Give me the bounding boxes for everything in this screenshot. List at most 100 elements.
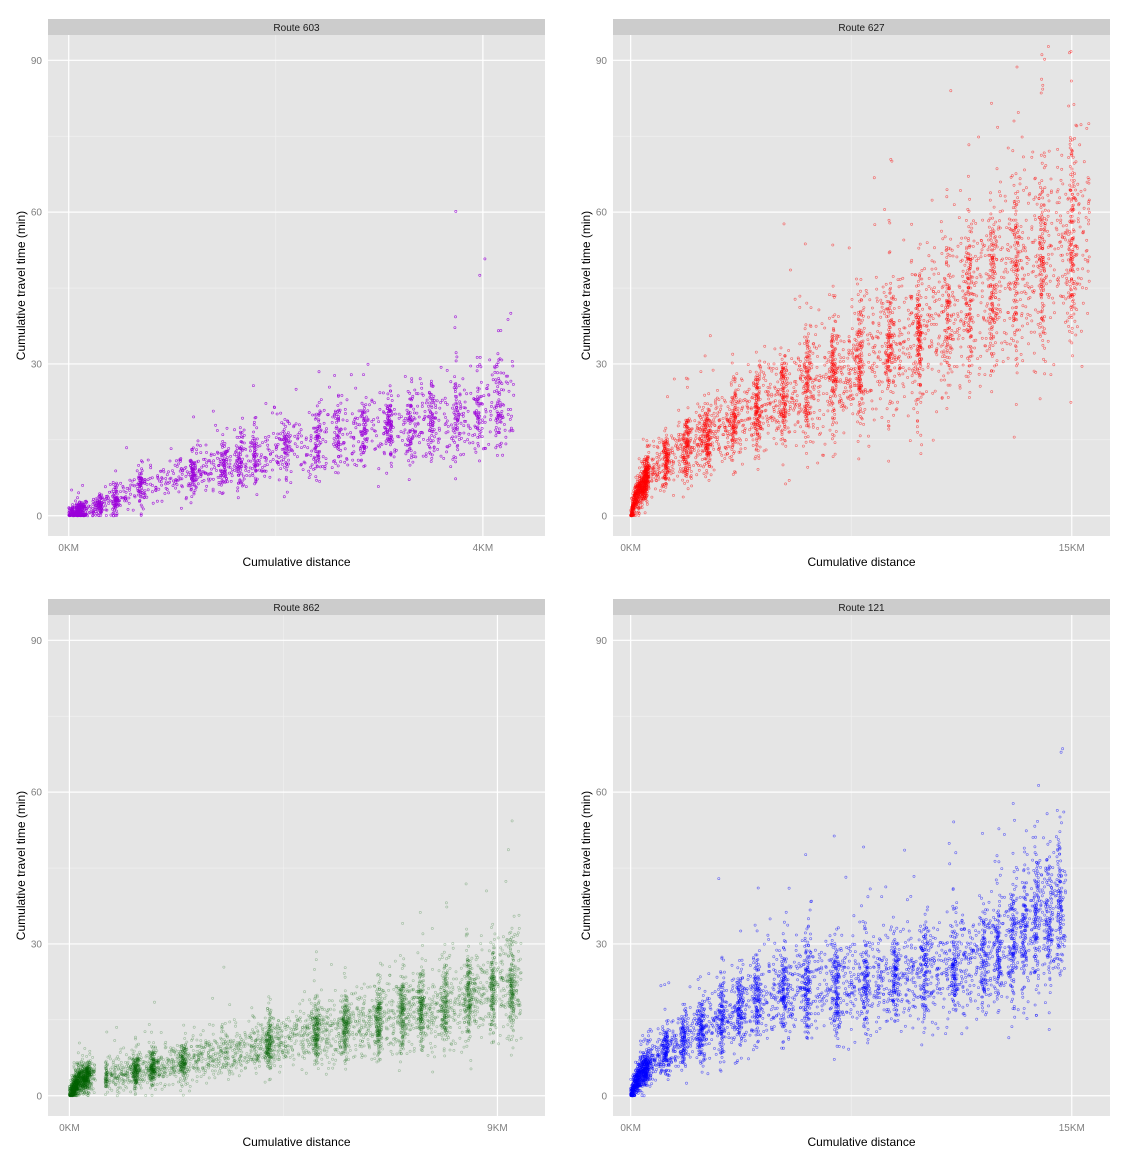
scatter-point [444,401,447,404]
scatter-point [110,499,114,503]
scatter-point [479,430,483,434]
scatter-point [269,460,272,463]
scatter-point [458,392,462,396]
scatter-point [445,419,449,423]
scatter-point [375,434,378,438]
x-tick-label: 4KM [473,543,494,554]
scatter-point [295,455,299,459]
scatter-point [388,437,391,441]
scatter-point [268,475,272,479]
scatter-point [150,490,154,494]
scatter-point [136,493,140,497]
x-axis-label: Cumulative distance [242,555,350,569]
scatter-point [108,483,112,486]
scatter-point [366,417,370,421]
scatter-point [211,489,215,493]
scatter-point [135,469,139,473]
scatter-point [233,428,236,432]
scatter-point [439,401,443,404]
scatter-point [476,441,480,445]
scatter-point [496,361,500,365]
scatter-point [330,466,334,470]
scatter-point [481,418,484,422]
scatter-point [459,453,463,457]
scatter-point [229,454,233,458]
scatter-point [404,452,408,456]
scatter-point [503,428,507,432]
scatter-point [453,375,457,379]
scatter-point [422,418,426,421]
scatter-point [172,482,176,486]
y-tick-label: 90 [31,56,43,67]
scatter-point [199,451,203,455]
scatter-point [279,411,283,415]
scatter-point [372,418,376,421]
scatter-point [444,416,448,419]
scatter-point [425,398,429,402]
scatter-point [285,479,288,482]
scatter-point [506,374,510,378]
scatter-point [200,465,204,469]
scatter-point [381,391,385,395]
scatter-point [341,432,345,436]
scatter-point [218,457,222,461]
scatter-point [109,513,113,517]
scatter-point [283,418,287,421]
scatter-point [264,439,268,443]
scatter-point [407,435,411,439]
scatter-point [378,407,382,411]
scatter-point [107,502,111,505]
scatter-point [172,472,176,475]
scatter-point [462,424,466,428]
scatter-point [473,410,477,414]
scatter-point [335,420,338,424]
scatter-point [317,412,321,416]
scatter-point [356,458,360,462]
scatter-point [167,470,170,474]
scatter-point [171,479,175,483]
scatter-point [121,486,125,490]
scatter-point [477,428,481,432]
scatter-point [146,478,150,482]
scatter-point [410,453,414,457]
scatter-point [337,415,341,419]
scatter-point [157,487,161,491]
scatter-point [184,474,188,478]
scatter-point [87,504,91,508]
scatter-point [204,488,208,492]
panel-strip [48,19,545,35]
scatter-point [459,403,463,406]
scatter-point [343,427,347,431]
scatter-point [303,444,306,448]
scatter-point [219,451,223,455]
scatter-point [489,404,493,408]
scatter-point [180,477,184,481]
scatter-point [233,453,237,457]
scatter-point [504,380,508,384]
scatter-point [343,407,347,411]
scatter-point [488,430,492,434]
scatter-point [392,407,396,411]
scatter-point [319,441,323,445]
scatter-point [244,485,248,489]
scatter-point [439,365,443,369]
scatter-point [162,468,165,471]
scatter-point [193,488,197,492]
scatter-point [409,449,413,453]
scatter-point [294,422,298,426]
scatter-point [140,486,144,490]
scatter-point [324,440,328,444]
scatter-point [111,488,115,492]
scatter-point [366,409,370,413]
scatter-point [308,473,312,476]
scatter-point [402,419,406,423]
y-tick-label: 30 [31,359,43,370]
scatter-point [89,508,93,512]
scatter-point [357,440,361,444]
x-tick-label: 0KM [58,543,79,554]
scatter-point [132,478,136,482]
scatter-point [248,466,252,470]
scatter-point [511,429,515,433]
scatter-point [376,485,380,488]
